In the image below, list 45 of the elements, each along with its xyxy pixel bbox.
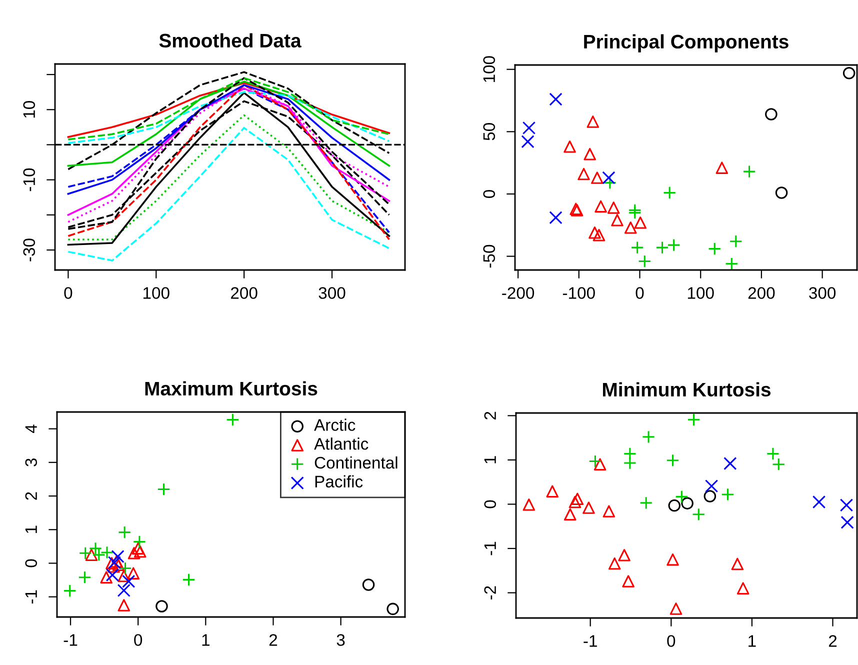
x-tick-label: 0 (636, 287, 644, 299)
y-tick-label: -30 (23, 238, 36, 262)
x-tick-label: 2 (828, 635, 837, 647)
chart-title: Smoothed Data (159, 33, 302, 48)
x-tick-label: 0 (134, 634, 142, 646)
x-tick-label: 300 (809, 287, 836, 299)
y-tick-label: 50 (483, 123, 496, 140)
x-tick-label: -1 (584, 635, 597, 647)
y-tick-label: 0 (483, 190, 496, 198)
legend-label: Arctic (314, 418, 356, 431)
chart-title: Principal Components (584, 34, 788, 52)
y-tick-label: -1 (484, 542, 496, 556)
y-tick-label: 10 (23, 101, 36, 118)
x-tick-label: 1 (202, 634, 210, 646)
x-tick-label: 300 (318, 287, 346, 299)
x-tick-label: 0 (667, 635, 676, 647)
legend-label: Atlantic (314, 438, 368, 450)
y-tick-label: 3 (25, 458, 38, 466)
y-tick-label: 1 (484, 456, 496, 464)
x-tick-label: 200 (748, 287, 775, 299)
y-tick-label: -50 (483, 244, 496, 268)
y-tick-label: -1 (25, 590, 37, 604)
y-tick-label: 2 (25, 492, 37, 500)
y-tick-label: 0 (25, 559, 38, 568)
chart-title: Minimum Kurtosis (603, 382, 771, 397)
x-tick-label: -100 (562, 287, 595, 299)
x-tick-label: -200 (502, 287, 534, 299)
x-tick-label: 1 (748, 635, 756, 647)
legend-label: Continental (314, 456, 398, 469)
x-tick-label: 3 (336, 634, 345, 646)
y-tick-label: 100 (483, 56, 496, 82)
x-tick-label: 0 (64, 287, 72, 299)
y-tick-label: 2 (484, 412, 496, 420)
y-tick-label: -10 (23, 168, 36, 192)
y-tick-label: 0 (484, 500, 496, 508)
y-tick-label: -2 (484, 586, 496, 600)
x-tick-label: 100 (144, 287, 170, 299)
legend-label: Pacific (315, 475, 363, 488)
y-tick-label: 1 (25, 526, 37, 533)
x-tick-label: -1 (64, 634, 78, 646)
y-tick-label: 4 (25, 424, 37, 434)
x-tick-label: 100 (688, 287, 714, 299)
x-tick-label: 2 (269, 634, 278, 646)
chart-title: Maximum Kurtosis (145, 381, 318, 396)
x-tick-label: 200 (231, 287, 258, 299)
